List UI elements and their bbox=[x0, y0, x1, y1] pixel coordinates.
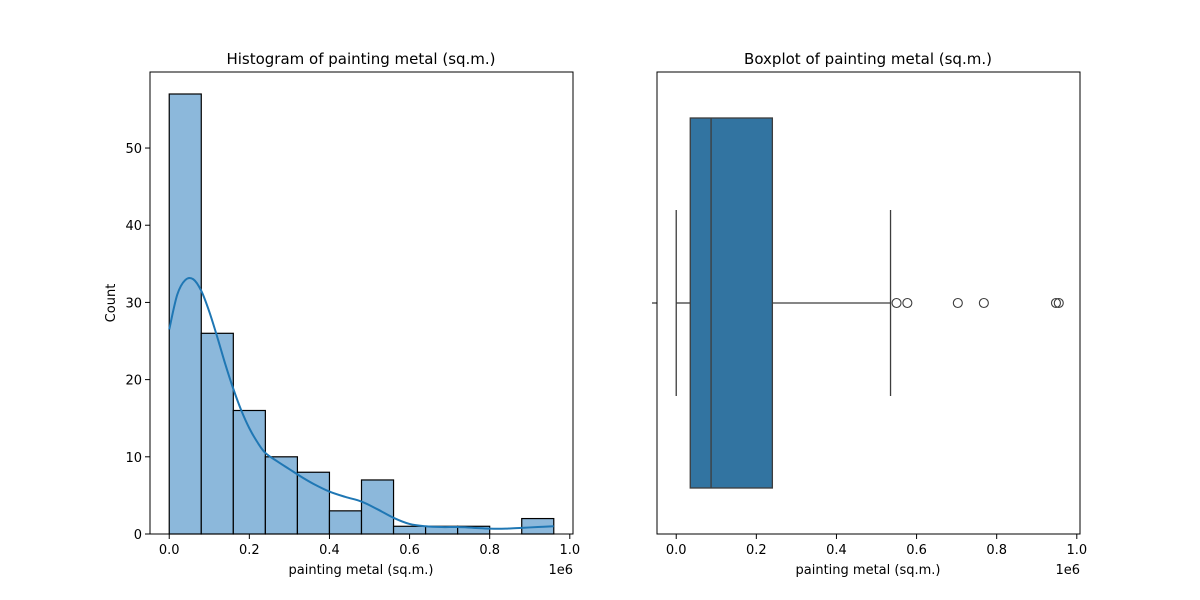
boxplot-box bbox=[689, 117, 774, 489]
boxplot-x-tick-label: 1.0 bbox=[1066, 543, 1087, 558]
histogram-y-tick-label: 50 bbox=[125, 142, 142, 157]
boxplot-outlier-point bbox=[891, 297, 902, 309]
boxplot-title: Boxplot of painting metal (sq.m.) bbox=[744, 50, 992, 68]
histogram-chart: Histogram of painting metal (sq.m.) 0.0 0… bbox=[104, 50, 580, 578]
boxplot-x-tick-label: 0.8 bbox=[986, 543, 1007, 558]
histogram-y-tick-label: 0 bbox=[134, 528, 142, 543]
histogram-plot-frame bbox=[149, 71, 574, 535]
histogram-bar bbox=[232, 409, 266, 535]
histogram-x-offset-label: 1e6 bbox=[548, 563, 573, 578]
histogram-y-tick-label: 30 bbox=[125, 296, 142, 311]
boxplot-x-tick-label: 0.6 bbox=[906, 543, 927, 558]
boxplot-chart: Boxplot of painting metal (sq.m.) 0.0 0.2… bbox=[652, 50, 1087, 578]
histogram-y-axis-label: Count bbox=[104, 284, 119, 323]
histogram-x-tick-label: 1.0 bbox=[559, 543, 580, 558]
histogram-y-tick-label: 20 bbox=[125, 374, 142, 389]
histogram-y-ticks: 0 10 20 30 40 50 bbox=[125, 142, 150, 543]
boxplot-outlier-point bbox=[952, 297, 963, 309]
histogram-x-tick-label: 0.8 bbox=[479, 543, 500, 558]
histogram-x-tick-label: 0.2 bbox=[239, 543, 260, 558]
histogram-y-tick-label: 40 bbox=[125, 219, 142, 234]
histogram-title: Histogram of painting metal (sq.m.) bbox=[226, 50, 495, 68]
histogram-bar bbox=[200, 332, 234, 535]
boxplot-outlier-point bbox=[1050, 297, 1062, 309]
boxplot-x-axis-label: painting metal (sq.m.) bbox=[796, 563, 941, 578]
boxplot-shapes bbox=[675, 117, 1064, 489]
histogram-x-tick-label: 0.4 bbox=[319, 543, 340, 558]
boxplot-x-ticks: 0.0 0.2 0.4 0.6 0.8 1.0 bbox=[666, 534, 1087, 558]
histogram-bars bbox=[168, 93, 555, 535]
boxplot-x-tick-label: 0.0 bbox=[666, 543, 687, 558]
kde-curve bbox=[168, 277, 554, 530]
boxplot-outlier-point bbox=[902, 297, 913, 309]
histogram-bar bbox=[360, 479, 395, 535]
histogram-x-axis-label: painting metal (sq.m.) bbox=[289, 563, 434, 578]
boxplot-x-tick-label: 0.4 bbox=[826, 543, 847, 558]
histogram-x-ticks: 0.0 0.2 0.4 0.6 0.8 1.0 bbox=[159, 534, 580, 558]
boxplot-x-offset-label: 1e6 bbox=[1055, 563, 1080, 578]
boxplot-outlier-point bbox=[1053, 297, 1064, 309]
histogram-x-tick-label: 0.0 bbox=[159, 543, 180, 558]
boxplot-outlier-point bbox=[978, 297, 989, 309]
histogram-bar bbox=[296, 471, 331, 535]
histogram-y-tick-label: 10 bbox=[125, 451, 142, 466]
histogram-bar bbox=[392, 525, 427, 535]
histogram-x-tick-label: 0.6 bbox=[399, 543, 420, 558]
histogram-bar bbox=[264, 456, 299, 535]
boxplot-x-tick-label: 0.2 bbox=[746, 543, 767, 558]
histogram-bar bbox=[328, 510, 363, 535]
histogram-bar bbox=[168, 93, 202, 535]
